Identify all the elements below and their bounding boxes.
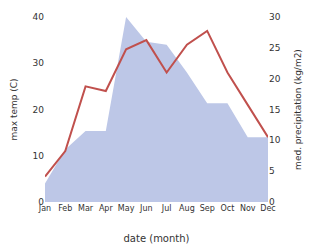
svg-text:Nov: Nov — [240, 204, 256, 213]
svg-text:Oct: Oct — [221, 204, 235, 213]
svg-text:10: 10 — [269, 135, 281, 145]
svg-text:5: 5 — [269, 166, 275, 176]
svg-text:Jan: Jan — [38, 204, 51, 213]
svg-text:max temp (C): max temp (C) — [9, 78, 19, 140]
svg-text:25: 25 — [269, 43, 280, 53]
svg-text:40: 40 — [33, 12, 45, 22]
svg-text:Feb: Feb — [58, 204, 72, 213]
svg-text:0: 0 — [38, 197, 44, 207]
svg-text:15: 15 — [269, 105, 280, 115]
svg-text:0: 0 — [269, 197, 275, 207]
svg-text:date (month): date (month) — [124, 233, 190, 244]
svg-text:med. precipitation (kg/m2): med. precipitation (kg/m2) — [293, 49, 303, 170]
svg-text:Dec: Dec — [260, 204, 275, 213]
svg-text:20: 20 — [33, 105, 45, 115]
svg-text:Apr: Apr — [99, 204, 114, 213]
svg-text:20: 20 — [269, 74, 281, 84]
svg-text:Jun: Jun — [139, 204, 153, 213]
svg-text:Jul: Jul — [161, 204, 172, 213]
svg-text:Aug: Aug — [179, 204, 195, 213]
svg-text:30: 30 — [33, 58, 45, 68]
svg-text:Sep: Sep — [200, 204, 215, 213]
svg-text:May: May — [118, 204, 135, 213]
svg-text:Mar: Mar — [78, 204, 94, 213]
svg-text:10: 10 — [33, 151, 45, 161]
svg-text:30: 30 — [269, 12, 281, 22]
